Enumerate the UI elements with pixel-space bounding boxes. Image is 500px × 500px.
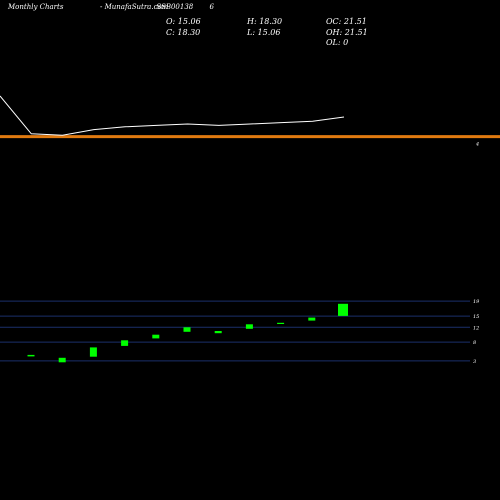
candle (58, 357, 66, 363)
candle (277, 322, 285, 324)
right-marker-label: 4 (475, 142, 479, 148)
candle-panel: 19 15 12 8 3 (0, 299, 480, 365)
candle (121, 340, 129, 346)
ohlc-open: O: 15.06 (166, 17, 201, 26)
candle (27, 354, 35, 357)
ohlc-high: H: 18.30 (247, 17, 283, 26)
period-label: Monthly Charts (8, 3, 64, 11)
ohlc-close: C: 18.30 (166, 28, 201, 37)
ohlc-ol: OL: 0 (326, 38, 349, 47)
symbol-line: - MunafaSutra.comSSB00138 6 (100, 3, 214, 11)
site-label: - MunafaSutra.com (100, 3, 169, 11)
y-tick-label: 3 (473, 359, 476, 365)
ohlc-low: L: 15.06 (247, 28, 281, 37)
ohlc-oh: OH: 21.51 (326, 28, 368, 37)
y-tick-label: 15 (473, 314, 479, 320)
candle (89, 347, 97, 357)
symbol-extra: 6 (209, 3, 214, 11)
candle (308, 317, 316, 321)
y-tick-label: 12 (473, 325, 479, 331)
candle (152, 334, 160, 339)
candle (214, 331, 222, 334)
y-tick-label: 19 (473, 299, 480, 305)
price-line (0, 95, 345, 136)
symbol-label: SSB00138 (156, 3, 194, 11)
y-tick-label: 8 (473, 340, 476, 346)
candle (183, 327, 191, 332)
candle (245, 324, 253, 329)
ohlc-oc: OC: 21.51 (326, 17, 367, 26)
candle (338, 303, 348, 316)
price-line-panel: 4 (0, 95, 500, 148)
